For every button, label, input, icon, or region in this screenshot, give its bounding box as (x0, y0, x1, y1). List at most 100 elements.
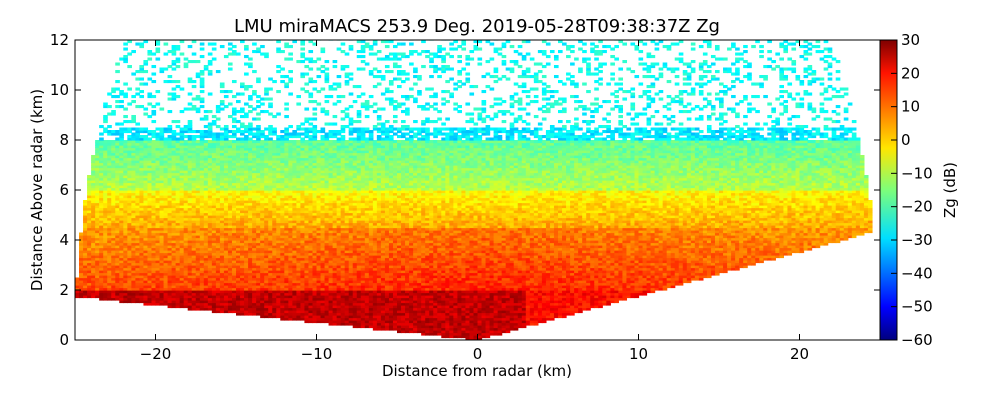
radar-cell (545, 310, 551, 314)
radar-cell (284, 250, 289, 254)
radar-cell (714, 262, 720, 266)
radar-cell (328, 250, 334, 254)
radar-cell (401, 297, 406, 301)
radar-cell (618, 270, 624, 274)
radar-cell (493, 297, 499, 301)
radar-cell (437, 302, 442, 306)
radar-cell (481, 275, 487, 279)
radar-cell (123, 285, 128, 289)
radar-cell (690, 257, 696, 261)
radar-cell (127, 250, 132, 254)
radar-cell (268, 310, 273, 314)
radar-cell (417, 260, 422, 264)
radar-cell (558, 305, 563, 309)
radar-cell (376, 260, 382, 264)
radar-cell (236, 247, 241, 251)
radar-cell (356, 252, 362, 256)
radar-cell (570, 267, 575, 271)
radar-cell (497, 285, 503, 289)
radar-cell (119, 277, 124, 281)
radar-cell (489, 260, 495, 264)
radar-cell (187, 295, 193, 299)
radar-cell (461, 317, 467, 321)
radar-cell (384, 277, 390, 281)
radar-cell (610, 275, 615, 279)
radar-cell (244, 295, 249, 299)
radar-cell (223, 267, 229, 271)
radar-cell (187, 297, 193, 301)
radar-cell (441, 252, 446, 256)
radar-cell (449, 305, 454, 309)
radar-cell (167, 287, 173, 291)
radar-cell (771, 257, 776, 261)
radar-cell (465, 322, 471, 326)
radar-cell (642, 292, 648, 296)
radar-cell (425, 260, 430, 264)
radar-cell (356, 317, 362, 321)
radar-cell (111, 275, 116, 279)
radar-cell (127, 257, 132, 261)
radar-cell (501, 265, 507, 269)
radar-cell (421, 255, 426, 259)
radar-cell (549, 307, 555, 311)
radar-cell (103, 287, 108, 291)
radar-cell (682, 280, 688, 284)
radar-cell (328, 307, 334, 311)
radar-cell (260, 310, 265, 314)
radar-cell (541, 297, 547, 301)
radar-cell (332, 260, 338, 264)
radar-cell (417, 292, 422, 296)
radar-cell (545, 290, 551, 294)
radar-cell (344, 307, 350, 311)
radar-cell (231, 272, 237, 276)
radar-cell (477, 257, 483, 261)
radar-cell (566, 275, 571, 279)
radar-cell (505, 255, 511, 259)
radar-cell (421, 310, 426, 314)
radar-cell (541, 305, 547, 309)
radar-cell (316, 307, 322, 311)
radar-cell (324, 290, 330, 294)
radar-cell (489, 257, 495, 261)
radar-cell (280, 292, 285, 296)
radar-cell (473, 277, 479, 281)
radar-cell (541, 315, 547, 319)
radar-cell (429, 300, 434, 304)
radar-cell (348, 302, 354, 306)
radar-cell (284, 312, 289, 316)
radar-cell (99, 247, 104, 251)
radar-cell (372, 310, 378, 314)
radar-cell (650, 282, 656, 286)
radar-cell (545, 262, 551, 266)
radar-cell (388, 247, 394, 251)
radar-cell (211, 257, 217, 261)
radar-cell (99, 265, 104, 269)
radar-cell (473, 332, 479, 336)
radar-cell (191, 275, 197, 279)
radar-cell (513, 287, 519, 291)
radar-cell (143, 247, 149, 251)
radar-cell (481, 307, 487, 311)
radar-cell (344, 247, 350, 251)
radar-cell (300, 245, 306, 249)
radar-cell (272, 267, 277, 271)
radar-cell (231, 252, 237, 256)
radar-cell (634, 292, 640, 296)
radar-cell (638, 247, 644, 251)
radar-cell (300, 267, 306, 271)
radar-cell (558, 247, 563, 251)
radar-cell (324, 245, 330, 249)
radar-cell (433, 320, 438, 324)
radar-cell (417, 255, 422, 259)
radar-cell (525, 285, 531, 289)
radar-cell (473, 285, 479, 289)
radar-cell (388, 300, 394, 304)
radar-cell (388, 320, 394, 324)
radar-cell (388, 285, 394, 289)
radar-cell (509, 305, 515, 309)
radar-cell (465, 297, 471, 301)
radar-cell (558, 307, 563, 311)
radar-cell (171, 267, 177, 271)
radar-cell (256, 295, 261, 299)
radar-cell (256, 247, 261, 251)
